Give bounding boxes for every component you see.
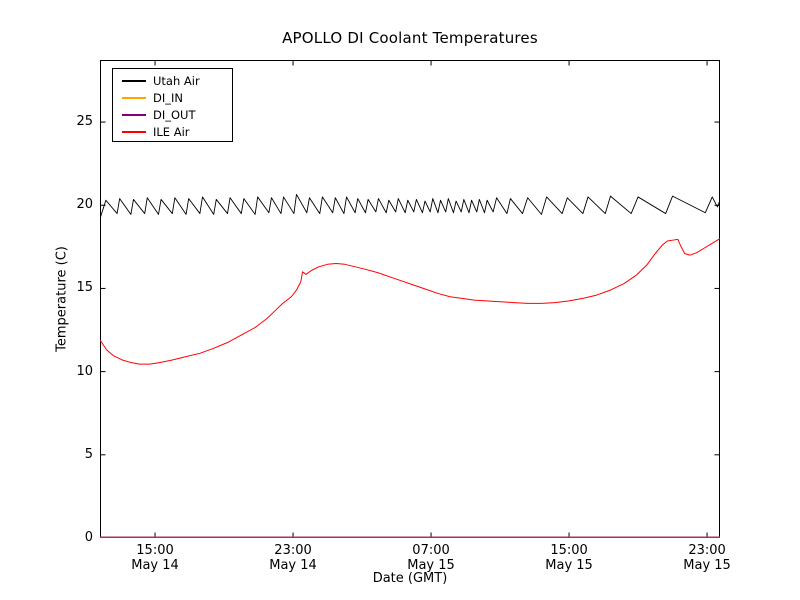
legend-label: DI_IN	[153, 90, 183, 105]
x-tick-label: 23:00 May 15	[662, 543, 752, 573]
legend-box: Utah Air DI_IN DI_OUT ILE Air	[112, 68, 233, 142]
legend-label: ILE Air	[153, 124, 190, 139]
legend-line-swatch	[122, 130, 146, 133]
legend-line-swatch	[122, 113, 146, 116]
x-tick-time: 15:00	[136, 543, 174, 558]
x-tick-date: May 14	[269, 558, 317, 573]
series-line-utah-air	[99, 193, 721, 219]
x-tick-time: 15:00	[550, 543, 588, 558]
x-axis-label: Date (GMT)	[372, 571, 448, 586]
x-tick-time: 07:00	[412, 543, 450, 558]
y-axis-label: Temperature (C)	[54, 246, 70, 352]
legend-line-swatch	[122, 96, 146, 99]
legend-entry: ILE Air	[122, 123, 232, 140]
y-tick-label: 5	[84, 446, 93, 462]
legend-entry: Utah Air	[122, 72, 232, 89]
legend-entry: DI_OUT	[122, 106, 232, 123]
x-tick-time: 23:00	[274, 543, 312, 558]
x-tick-label: 15:00 May 15	[524, 543, 614, 573]
x-tick-label: 15:00 May 14	[110, 543, 200, 573]
y-tick-label: 10	[76, 363, 93, 379]
y-tick-label: 25	[76, 114, 93, 130]
legend-line-swatch	[122, 79, 146, 82]
x-tick-date: May 15	[545, 558, 593, 573]
x-tick-label: 23:00 May 14	[248, 543, 338, 573]
chart-title: APOLLO DI Coolant Temperatures	[282, 29, 538, 47]
x-tick-date: May 14	[131, 558, 179, 573]
x-tick-date: May 15	[683, 558, 731, 573]
y-tick-label: 15	[76, 280, 93, 296]
x-tick-label: 07:00 May 15	[386, 543, 476, 573]
y-tick-label: 0	[84, 530, 93, 545]
chart-plot-svg	[99, 60, 721, 538]
legend-entry: DI_IN	[122, 89, 232, 106]
x-tick-date: May 15	[407, 558, 455, 573]
series-line-ile-air	[99, 238, 721, 365]
legend-label: Utah Air	[153, 73, 200, 88]
legend-label: DI_OUT	[153, 107, 196, 122]
y-tick-label: 20	[76, 197, 93, 213]
x-tick-time: 23:00	[688, 543, 726, 558]
plot-area	[99, 60, 721, 538]
